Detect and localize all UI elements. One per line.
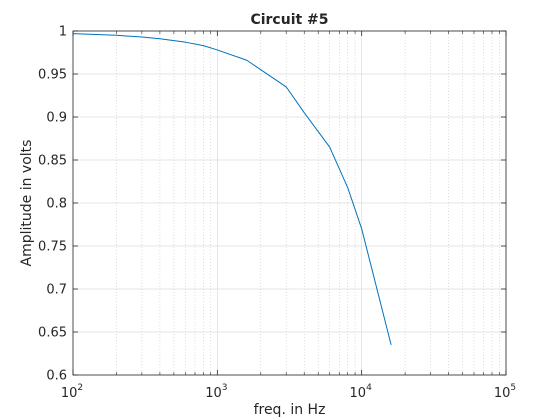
x-tick-label: 103 [205,383,227,401]
y-tick-label: 0.75 [38,240,67,255]
y-tick-label: 0.6 [46,369,67,384]
x-tick-label: 105 [494,383,516,401]
x-tick-label: 104 [350,383,373,401]
y-tick-label: 1 [59,25,67,40]
series-line [72,33,392,346]
x-tick-label: 102 [61,383,83,401]
y-tick-label: 0.9 [46,111,67,126]
tick-marks [72,30,507,376]
x-tick-labels: 102 103 104 105 [61,383,516,401]
y-tick-label: 0.65 [38,326,67,341]
y-tick-label: 0.95 [38,68,67,83]
series-layer [72,33,392,346]
y-tick-label: 0.8 [46,197,67,212]
chart-title: Circuit #5 [250,12,328,28]
y-tick-labels: 0.6 0.65 0.7 0.75 0.8 0.85 0.9 0.95 1 [38,25,67,384]
y-tick-label: 0.7 [46,283,67,298]
y-axis-label: Amplitude in volts [19,140,35,267]
y-tick-label: 0.85 [38,154,67,169]
x-axis-label: freq. in Hz [254,402,326,418]
